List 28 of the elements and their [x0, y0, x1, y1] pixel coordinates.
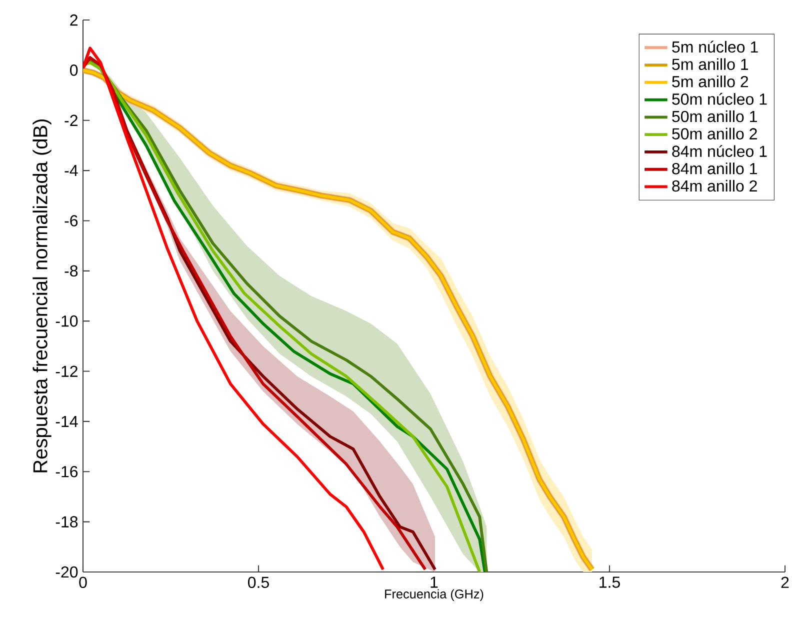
legend-label: 5m núcleo 1: [672, 40, 758, 53]
legend-label: 84m anillo 2: [672, 180, 757, 192]
y-tick-label: -12: [56, 366, 78, 377]
x-tick-label: 1.5: [600, 576, 620, 588]
legend-label: 50m anillo 1: [672, 110, 757, 122]
legend-label: 50m núcleo 1: [672, 92, 767, 105]
y-tick-label: 2: [70, 14, 78, 26]
legend-label: 50m anillo 2: [672, 128, 757, 140]
legend-label: 5m anillo 2: [672, 76, 748, 88]
y-tick-label: -10: [56, 315, 78, 327]
y-tick-label: 0: [70, 64, 78, 76]
y-tick-label: -2: [64, 114, 78, 126]
y-axis-title: Respuesta frecuencial normalizada (dB): [32, 119, 52, 472]
legend-label: 84m anillo 1: [672, 162, 757, 174]
y-tick-label: -18: [56, 516, 78, 528]
y-tick-label: -6: [64, 215, 78, 226]
x-tick-label: 1: [430, 576, 438, 588]
y-tick-label: -14: [56, 416, 78, 427]
legend-label: 5m anillo 1: [672, 58, 748, 70]
x-axis-title: Frecuencia (GHz): [385, 589, 484, 601]
x-tick-label: 0: [79, 576, 87, 588]
legend-label: 84m núcleo 1: [672, 145, 767, 157]
y-tick-label: -4: [64, 165, 78, 176]
y-tick-label: -20: [56, 566, 78, 578]
x-tick-label: 2: [781, 576, 789, 588]
y-tick-label: -16: [56, 466, 78, 478]
y-tick-label: -8: [64, 265, 78, 277]
x-tick-label: 0.5: [248, 576, 269, 588]
